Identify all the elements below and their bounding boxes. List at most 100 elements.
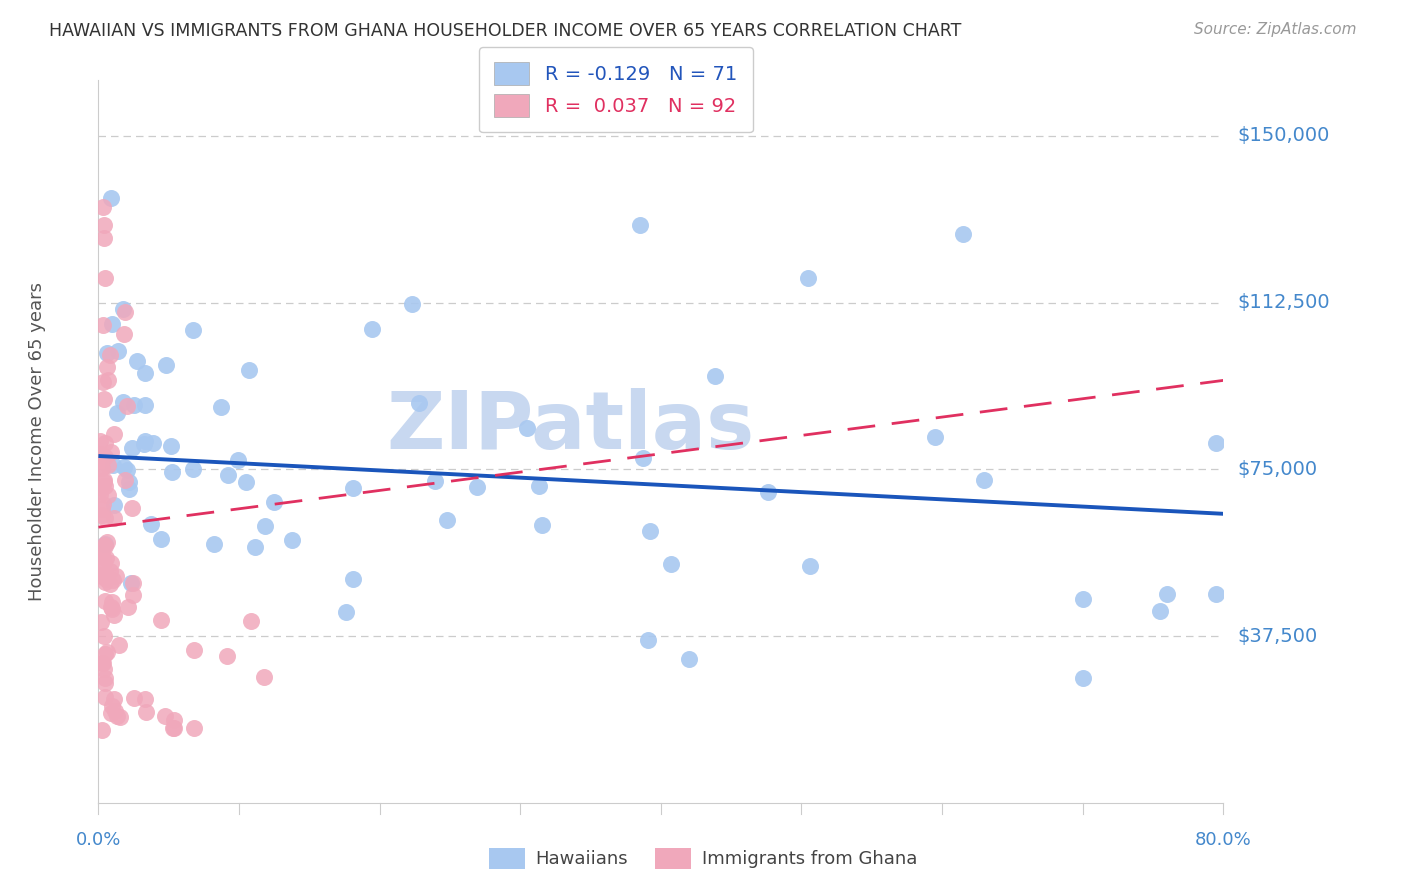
Point	[91, 723, 114, 737]
Point	[90, 508, 112, 523]
Point	[90, 615, 112, 630]
Point	[101, 573, 124, 587]
Text: $112,500: $112,500	[1237, 293, 1330, 312]
Point	[105, 406, 128, 420]
Point	[1071, 671, 1094, 685]
Point	[215, 649, 238, 664]
Point	[94, 671, 117, 685]
Point	[436, 513, 458, 527]
Point	[96, 360, 118, 375]
Point	[1205, 587, 1227, 601]
Point	[797, 271, 820, 285]
Point	[112, 327, 135, 342]
Point	[100, 599, 122, 614]
Point	[93, 629, 115, 643]
Point	[134, 434, 156, 449]
Point	[91, 567, 114, 582]
Point	[121, 501, 143, 516]
Point	[94, 436, 117, 450]
Point	[94, 511, 117, 525]
Point	[97, 458, 120, 472]
Point	[93, 475, 115, 489]
Point	[90, 656, 112, 670]
Point	[335, 605, 357, 619]
Point	[253, 519, 276, 533]
Point	[96, 645, 118, 659]
Point	[122, 588, 145, 602]
Point	[181, 462, 204, 476]
Point	[96, 346, 118, 360]
Point	[104, 704, 127, 718]
Point	[112, 459, 135, 474]
Point	[108, 638, 131, 652]
Point	[101, 318, 124, 332]
Point	[118, 482, 141, 496]
Point	[96, 534, 118, 549]
Point	[703, 369, 725, 384]
Point	[114, 305, 136, 319]
Point	[100, 557, 122, 571]
Point	[243, 541, 266, 555]
Point	[108, 710, 131, 724]
Point	[91, 449, 114, 463]
Point	[101, 699, 124, 714]
Point	[93, 537, 115, 551]
Point	[93, 218, 115, 232]
Point	[104, 568, 127, 582]
Point	[94, 574, 117, 589]
Point	[1205, 435, 1227, 450]
Point	[142, 435, 165, 450]
Point	[638, 524, 661, 538]
Point	[134, 367, 156, 381]
Point	[91, 569, 114, 583]
Point	[117, 600, 139, 615]
Text: Source: ZipAtlas.com: Source: ZipAtlas.com	[1194, 22, 1357, 37]
Point	[101, 458, 124, 473]
Point	[115, 463, 138, 477]
Point	[89, 434, 111, 448]
Point	[799, 559, 821, 574]
Point	[239, 615, 262, 629]
Point	[132, 436, 155, 450]
Point	[134, 692, 156, 706]
Point	[183, 643, 205, 657]
Point	[204, 537, 226, 551]
Point	[973, 473, 995, 487]
Point	[90, 482, 112, 496]
Point	[114, 473, 136, 487]
Point	[91, 200, 114, 214]
Point	[162, 713, 184, 727]
Point	[94, 450, 117, 464]
Text: ZIPatlas: ZIPatlas	[387, 388, 755, 467]
Point	[155, 708, 177, 723]
Point	[97, 373, 120, 387]
Point	[465, 480, 488, 494]
Point	[924, 429, 946, 443]
Point	[263, 495, 285, 509]
Point	[401, 297, 423, 311]
Point	[628, 218, 651, 232]
Point	[103, 498, 125, 512]
Point	[90, 447, 112, 461]
Point	[252, 670, 274, 684]
Point	[91, 375, 114, 389]
Text: $150,000: $150,000	[1237, 127, 1330, 145]
Point	[91, 461, 114, 475]
Point	[101, 595, 124, 609]
Point	[149, 613, 172, 627]
Point	[1071, 592, 1094, 607]
Point	[678, 651, 700, 665]
Point	[107, 343, 129, 358]
Point	[91, 550, 114, 565]
Point	[127, 354, 149, 368]
Point	[163, 721, 186, 735]
Point	[141, 516, 163, 531]
Point	[756, 484, 779, 499]
Point	[183, 721, 205, 735]
Point	[94, 540, 117, 554]
Point	[98, 577, 121, 591]
Text: HAWAIIAN VS IMMIGRANTS FROM GHANA HOUSEHOLDER INCOME OVER 65 YEARS CORRELATION C: HAWAIIAN VS IMMIGRANTS FROM GHANA HOUSEH…	[49, 22, 962, 40]
Point	[150, 532, 173, 546]
Point	[361, 321, 384, 335]
Point	[101, 601, 124, 615]
